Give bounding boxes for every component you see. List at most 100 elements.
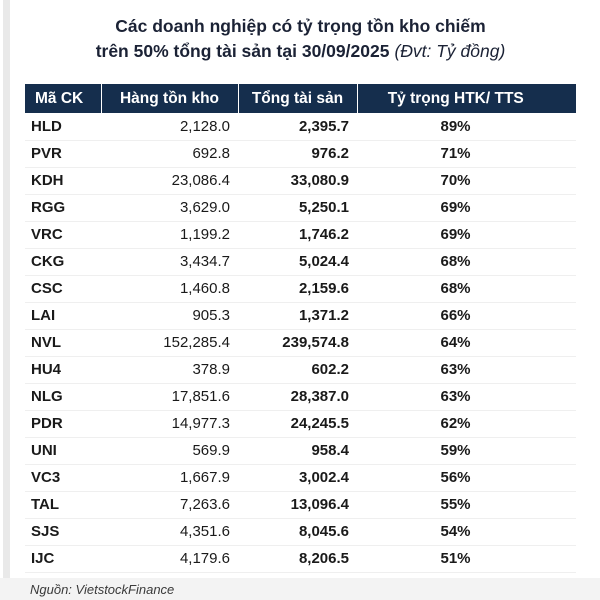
ratio-cell: 70% — [357, 167, 576, 195]
inventory-cell: 7,263.6 — [101, 491, 238, 519]
table-row: NVL 152,285.4 239,574.8 64% — [25, 329, 576, 357]
inventory-cell: 14,977.3 — [101, 410, 238, 438]
table-row: HLD 2,128.0 2,395.7 89% — [25, 113, 576, 141]
table-row: UNI 569.9 958.4 59% — [25, 437, 576, 465]
table-row: NLG 17,851.6 28,387.0 63% — [25, 383, 576, 411]
inventory-cell: 1,460.8 — [101, 275, 238, 303]
table-row: CKG 3,434.7 5,024.4 68% — [25, 248, 576, 276]
table-row: IJC 4,179.6 8,206.5 51% — [25, 545, 576, 573]
inventory-cell: 1,199.2 — [101, 221, 238, 249]
column-header-total-assets: Tổng tài sản — [237, 84, 357, 113]
table-row: LAI 905.3 1,371.2 66% — [25, 302, 576, 330]
inventory-cell: 692.8 — [101, 140, 238, 168]
ticker-cell: VC3 — [25, 464, 101, 492]
total-assets-cell: 2,159.6 — [238, 275, 357, 303]
column-header-ticker: Mã CK — [25, 84, 101, 113]
table-row: SJS 4,351.6 8,045.6 54% — [25, 518, 576, 546]
ticker-cell: NVL — [25, 329, 101, 357]
ratio-cell: 68% — [357, 248, 576, 276]
ratio-cell: 89% — [357, 113, 576, 141]
table-row: PVR 692.8 976.2 71% — [25, 140, 576, 168]
inventory-cell: 1,667.9 — [101, 464, 238, 492]
table-header-row: Mã CK Hàng tồn kho Tổng tài sản Tỷ trọng… — [25, 84, 576, 113]
ticker-cell: HU4 — [25, 356, 101, 384]
column-header-ratio: Tỷ trọng HTK/ TTS — [356, 84, 576, 113]
ticker-cell: TAL — [25, 491, 101, 519]
chart-title-line-2-text: trên 50% tổng tài sản tại 30/09/2025 — [95, 41, 390, 61]
inventory-cell: 152,285.4 — [101, 329, 238, 357]
ratio-cell: 63% — [357, 383, 576, 411]
ratio-cell: 69% — [357, 221, 576, 249]
table-header: Mã CK Hàng tồn kho Tổng tài sản Tỷ trọng… — [25, 84, 576, 113]
inventory-cell: 17,851.6 — [101, 383, 238, 411]
total-assets-cell: 33,080.9 — [238, 167, 357, 195]
total-assets-cell: 239,574.8 — [238, 329, 357, 357]
ratio-cell: 68% — [357, 275, 576, 303]
table-row: VRC 1,199.2 1,746.2 69% — [25, 221, 576, 249]
ratio-cell: 69% — [357, 194, 576, 222]
chart-title-unit: (Đvt: Tỷ đồng) — [394, 41, 506, 61]
ratio-cell: 62% — [357, 410, 576, 438]
ticker-cell: PVR — [25, 140, 101, 168]
total-assets-cell: 1,371.2 — [238, 302, 357, 330]
total-assets-cell: 1,746.2 — [238, 221, 357, 249]
ticker-cell: UNI — [25, 437, 101, 465]
ticker-cell: CSC — [25, 275, 101, 303]
total-assets-cell: 8,045.6 — [238, 518, 357, 546]
ratio-cell: 71% — [357, 140, 576, 168]
ratio-cell: 55% — [357, 491, 576, 519]
ratio-cell: 64% — [357, 329, 576, 357]
total-assets-cell: 13,096.4 — [238, 491, 357, 519]
inventory-cell: 905.3 — [101, 302, 238, 330]
ticker-cell: LAI — [25, 302, 101, 330]
ticker-cell: SJS — [25, 518, 101, 546]
total-assets-cell: 3,002.4 — [238, 464, 357, 492]
total-assets-cell: 602.2 — [238, 356, 357, 384]
chart-title-line-2: trên 50% tổng tài sản tại 30/09/2025 (Đvt… — [25, 39, 576, 64]
table-row: KDH 23,086.4 33,080.9 70% — [25, 167, 576, 195]
table-row: PDR 14,977.3 24,245.5 62% — [25, 410, 576, 438]
total-assets-cell: 28,387.0 — [238, 383, 357, 411]
footer-band — [0, 578, 600, 600]
ratio-cell: 59% — [357, 437, 576, 465]
ratio-cell: 56% — [357, 464, 576, 492]
ratio-cell: 51% — [357, 545, 576, 573]
table-row: VC3 1,667.9 3,002.4 56% — [25, 464, 576, 492]
chart-title: Các doanh nghiệp có tỷ trọng tồn kho chi… — [25, 14, 576, 64]
inventory-cell: 3,629.0 — [101, 194, 238, 222]
total-assets-cell: 24,245.5 — [238, 410, 357, 438]
ticker-cell: RGG — [25, 194, 101, 222]
total-assets-cell: 976.2 — [238, 140, 357, 168]
source-note: Nguồn: VietstockFinance — [30, 582, 175, 597]
inventory-ratio-table: Mã CK Hàng tồn kho Tổng tài sản Tỷ trọng… — [25, 84, 576, 573]
table-row: TAL 7,263.6 13,096.4 55% — [25, 491, 576, 519]
table-row: CSC 1,460.8 2,159.6 68% — [25, 275, 576, 303]
inventory-cell: 378.9 — [101, 356, 238, 384]
inventory-cell: 23,086.4 — [101, 167, 238, 195]
total-assets-cell: 5,024.4 — [238, 248, 357, 276]
ticker-cell: IJC — [25, 545, 101, 573]
ratio-cell: 63% — [357, 356, 576, 384]
page-left-gutter — [3, 0, 10, 600]
ticker-cell: HLD — [25, 113, 101, 141]
chart-title-line-1: Các doanh nghiệp có tỷ trọng tồn kho chi… — [115, 16, 486, 36]
total-assets-cell: 2,395.7 — [238, 113, 357, 141]
total-assets-cell: 8,206.5 — [238, 545, 357, 573]
table-body: HLD 2,128.0 2,395.7 89% PVR 692.8 976.2 71% KDH 2… — [25, 113, 576, 573]
ticker-cell: CKG — [25, 248, 101, 276]
inventory-cell: 4,351.6 — [101, 518, 238, 546]
inventory-cell: 4,179.6 — [101, 545, 238, 573]
inventory-cell: 569.9 — [101, 437, 238, 465]
inventory-cell: 2,128.0 — [101, 113, 238, 141]
ticker-cell: PDR — [25, 410, 101, 438]
inventory-cell: 3,434.7 — [101, 248, 238, 276]
ticker-cell: KDH — [25, 167, 101, 195]
total-assets-cell: 5,250.1 — [238, 194, 357, 222]
table-row: RGG 3,629.0 5,250.1 69% — [25, 194, 576, 222]
ticker-cell: NLG — [25, 383, 101, 411]
table-row: HU4 378.9 602.2 63% — [25, 356, 576, 384]
ratio-cell: 66% — [357, 302, 576, 330]
total-assets-cell: 958.4 — [238, 437, 357, 465]
ratio-cell: 54% — [357, 518, 576, 546]
ticker-cell: VRC — [25, 221, 101, 249]
